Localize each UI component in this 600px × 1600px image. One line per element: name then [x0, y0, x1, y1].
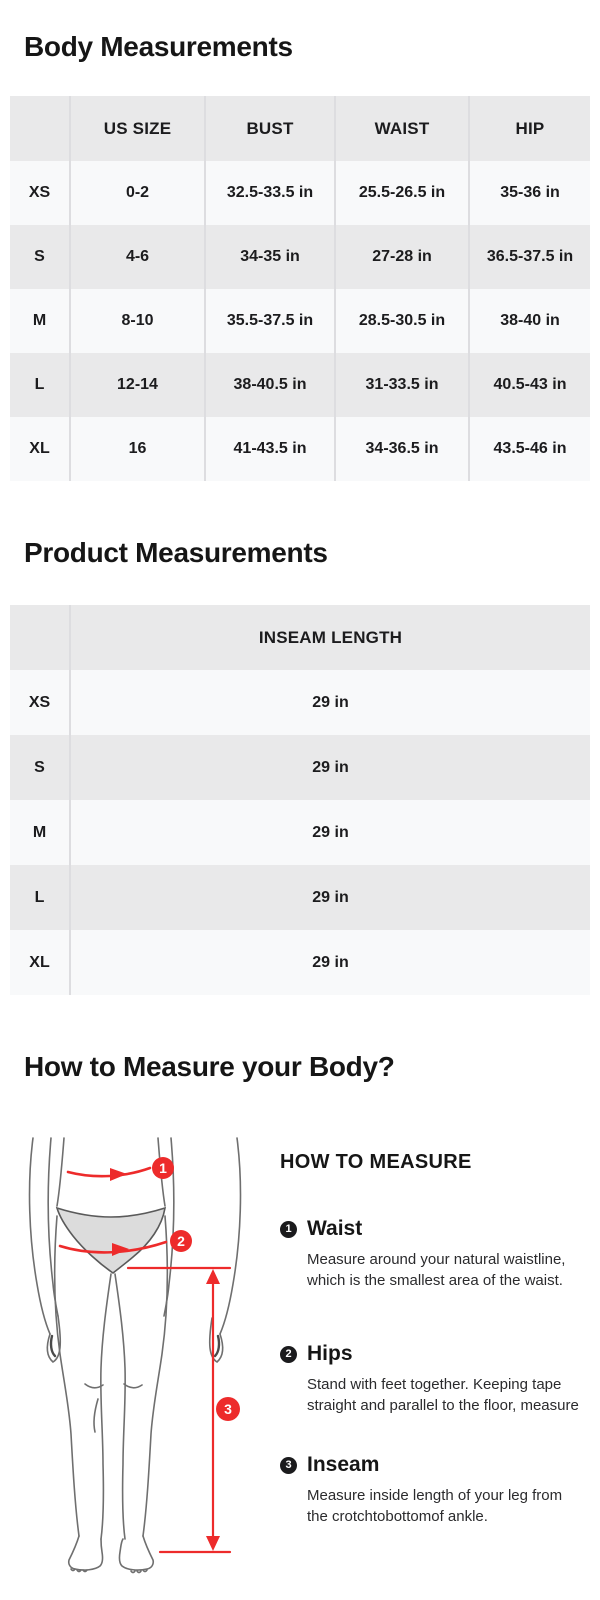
header-cell-hip: HIP [468, 96, 590, 161]
measure-item-waist: 1 Waist Measure around your natural wais… [280, 1216, 586, 1291]
table-row-xs: XS 29 in [10, 670, 590, 735]
cell-us-size: 4-6 [69, 225, 205, 289]
body-measurement-diagram: 1 2 3 [28, 1137, 242, 1574]
row-label: L [10, 865, 70, 930]
cell-inseam: 29 in [69, 800, 590, 865]
step-2-badge: 2 [280, 1345, 297, 1363]
figure-marker-3 [216, 1397, 240, 1421]
header-cell-blank [10, 96, 70, 161]
measure-item-title: Hips [307, 1342, 353, 1365]
measure-item-description: Stand with feet together. Keeping tape s… [307, 1376, 579, 1414]
how-to-measure-title: HOW TO MEASURE [280, 1151, 472, 1173]
table-header-row: US SIZE BUST WAIST HIP [10, 96, 590, 161]
cell-us-size: 12-14 [69, 353, 205, 417]
table-row-s: S 29 in [10, 735, 590, 800]
cell-inseam: 29 in [69, 670, 590, 735]
cell-us-size: 8-10 [69, 289, 205, 353]
cell-bust: 38-40.5 in [204, 353, 335, 417]
cell-bust: 34-35 in [204, 225, 335, 289]
header-cell-blank [10, 605, 70, 670]
table-row-m: M 29 in [10, 800, 590, 865]
cell-inseam: 29 in [69, 735, 590, 800]
cell-waist: 28.5-30.5 in [334, 289, 469, 353]
cell-inseam: 29 in [69, 865, 590, 930]
header-cell-waist: WAIST [334, 96, 469, 161]
waist-measure-arrow [66, 1166, 152, 1178]
measure-item-description: Measure inside length of your leg from t… [307, 1487, 563, 1525]
how-to-measure-instructions: HOW TO MEASURE 1 Waist Measure around yo… [280, 1150, 586, 1527]
row-label: L [10, 353, 70, 417]
row-label: XS [10, 670, 70, 735]
row-label: XS [10, 161, 70, 225]
header-cell-bust: BUST [204, 96, 335, 161]
cell-hip: 38-40 in [468, 289, 590, 353]
how-to-measure-section: 1 2 3 HOW TO MEASURE 1 Waist Measure aro… [0, 1122, 600, 1584]
table-row-xl: XL 16 41-43.5 in 34-36.5 in 43.5-46 in [10, 417, 590, 481]
cell-waist: 34-36.5 in [334, 417, 469, 481]
inseam-up-arrowhead [206, 1269, 220, 1284]
figure-marker-3-label: 3 [224, 1401, 232, 1417]
header-cell-inseam-length: INSEAM LENGTH [69, 605, 590, 670]
table-row-l: L 29 in [10, 865, 590, 930]
cell-bust: 32.5-33.5 in [204, 161, 335, 225]
figure-marker-2-label: 2 [177, 1233, 185, 1249]
row-label: S [10, 735, 70, 800]
cell-hip: 43.5-46 in [468, 417, 590, 481]
measure-item-hips: 2 Hips Stand with feet together. Keeping… [280, 1341, 586, 1416]
table-row-l: L 12-14 38-40.5 in 31-33.5 in 40.5-43 in [10, 353, 590, 417]
measure-item-title: Inseam [307, 1453, 380, 1476]
product-measurements-title: Product Measurements [24, 537, 328, 568]
cell-us-size: 16 [69, 417, 205, 481]
table-row-xs: XS 0-2 32.5-33.5 in 25.5-26.5 in 35-36 i… [10, 161, 590, 225]
cell-inseam: 29 in [69, 930, 590, 995]
waist-arrowhead [110, 1168, 127, 1181]
cell-waist: 25.5-26.5 in [334, 161, 469, 225]
cell-bust: 35.5-37.5 in [204, 289, 335, 353]
row-label: M [10, 289, 70, 353]
cell-hip: 36.5-37.5 in [468, 225, 590, 289]
panty-shape [55, 1206, 167, 1274]
figure-marker-1 [152, 1157, 174, 1179]
cell-us-size: 0-2 [69, 161, 205, 225]
table-header-row: INSEAM LENGTH [10, 605, 590, 670]
cell-bust: 41-43.5 in [204, 417, 335, 481]
row-label: S [10, 225, 70, 289]
measure-item-inseam: 3 Inseam Measure inside length of your l… [280, 1452, 586, 1527]
hip-measure-arrow [58, 1240, 168, 1254]
cell-hip: 40.5-43 in [468, 353, 590, 417]
body-measurements-table: US SIZE BUST WAIST HIP XS 0-2 32.5-33.5 … [10, 96, 590, 481]
table-row-xl: XL 29 in [10, 930, 590, 995]
cell-waist: 27-28 in [334, 225, 469, 289]
cell-hip: 35-36 in [468, 161, 590, 225]
measure-item-title: Waist [307, 1217, 363, 1240]
measure-item-description: Measure around your natural waistline, w… [307, 1251, 566, 1289]
row-label: XL [10, 417, 70, 481]
figure-marker-1-label: 1 [159, 1160, 167, 1176]
step-3-badge: 3 [280, 1456, 297, 1474]
row-label: XL [10, 930, 70, 995]
hip-arrowhead [112, 1243, 129, 1256]
product-measurements-table: INSEAM LENGTH XS 29 in S 29 in M 29 in L… [10, 605, 590, 995]
body-measurements-title: Body Measurements [24, 31, 293, 62]
cell-waist: 31-33.5 in [334, 353, 469, 417]
header-cell-us-size: US SIZE [69, 96, 205, 161]
how-to-measure-section-title: How to Measure your Body? [24, 1051, 395, 1082]
step-1-badge: 1 [280, 1220, 297, 1238]
figure-marker-2 [170, 1230, 192, 1252]
row-label: M [10, 800, 70, 865]
inseam-down-arrowhead [206, 1536, 220, 1551]
table-row-s: S 4-6 34-35 in 27-28 in 36.5-37.5 in [10, 225, 590, 289]
table-row-m: M 8-10 35.5-37.5 in 28.5-30.5 in 38-40 i… [10, 289, 590, 353]
